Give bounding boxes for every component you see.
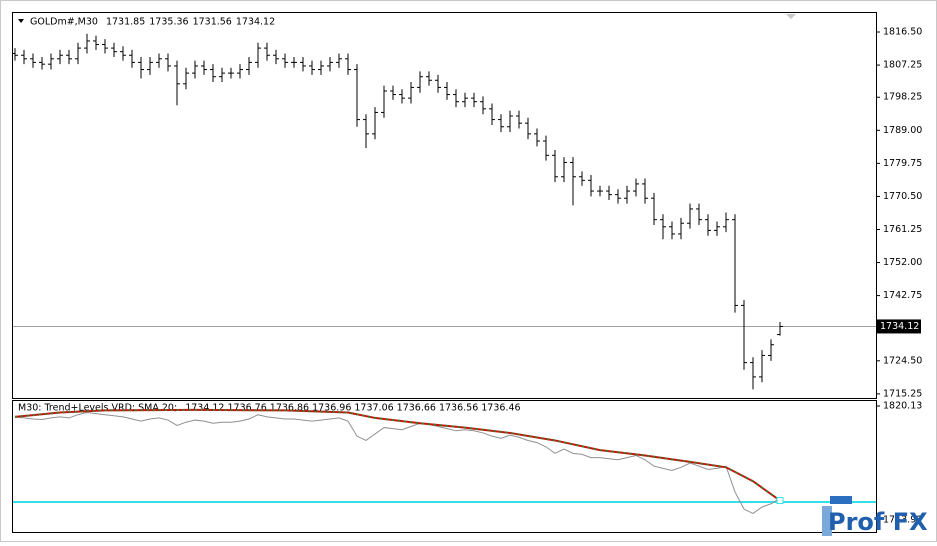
indicator-title: M30: Trend+Levels VRD; SMA 20;: [18, 403, 177, 414]
y-tick-label: 1713.92: [883, 514, 922, 525]
indicator-value: 1736.46: [481, 403, 520, 414]
y-tick-label: 1816.50: [883, 27, 922, 38]
logo-block: [822, 506, 832, 536]
indicator-value: 1734.12: [185, 403, 224, 414]
watermark-text: Prof FX: [828, 508, 928, 536]
price-box: [877, 319, 921, 334]
header-value: 1734.12: [236, 17, 275, 28]
y-tick-label: 1752.00: [883, 257, 922, 268]
indicator-value: 1736.56: [439, 403, 478, 414]
indicator-value: 1736.96: [312, 403, 351, 414]
y-tick-label: 1761.25: [883, 224, 922, 235]
header-value: 1731.56: [193, 17, 232, 28]
indicator-value: 1736.76: [227, 403, 266, 414]
indicator-pane: [12, 400, 877, 533]
price-label: 1734.12: [880, 321, 919, 332]
indicator-value: 1736.86: [270, 403, 309, 414]
y-tick-label: 1789.00: [883, 125, 922, 136]
y-tick-label: 1724.50: [883, 355, 922, 366]
y-tick-label: 1715.25: [883, 388, 922, 399]
y-tick-label: 1779.75: [883, 158, 922, 169]
y-tick-label: 1820.13: [883, 400, 922, 411]
logo-block: [830, 496, 852, 504]
menu-arrow[interactable]: [18, 19, 24, 23]
sma-end: [776, 497, 784, 505]
indicator-value: 1736.66: [397, 403, 436, 414]
y-tick-label: 1807.25: [883, 60, 922, 71]
symbol-label: GOLDm#,M30: [30, 17, 98, 28]
y-tick-label: 1770.50: [883, 191, 922, 202]
sma-line-dash: [14, 408, 781, 502]
y-tick-label: 1798.25: [883, 92, 922, 103]
shift-marker: [786, 14, 796, 19]
main-pane: [12, 12, 877, 399]
watermark: Prof FX: [822, 496, 928, 536]
indicator-value: 1737.06: [354, 403, 393, 414]
y-tick-label: 1742.75: [883, 290, 922, 301]
header-value: 1735.36: [149, 17, 188, 28]
header-value: 1731.85: [106, 17, 145, 28]
close-line: [14, 412, 781, 515]
